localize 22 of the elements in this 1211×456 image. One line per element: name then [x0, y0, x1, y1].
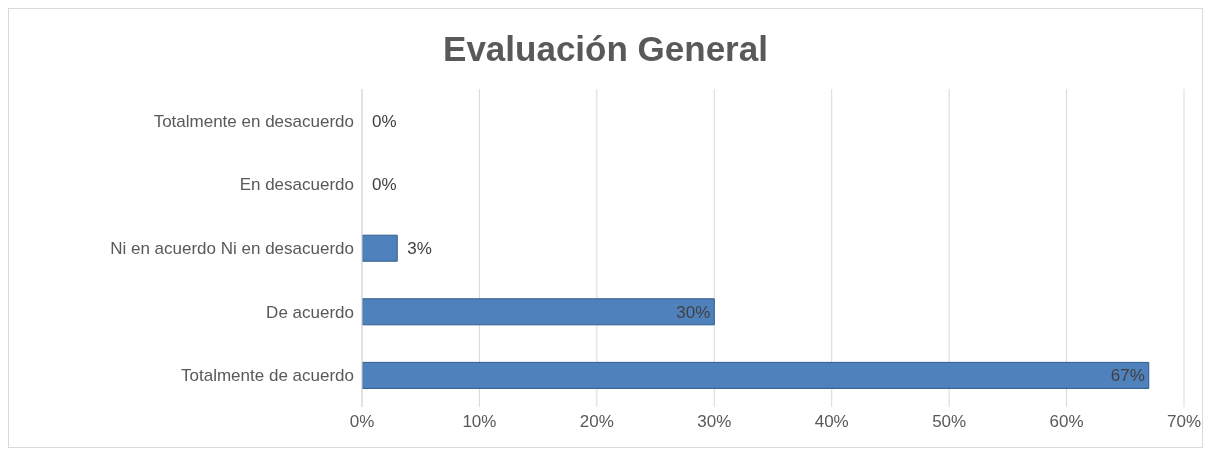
- x-tick-label: 0%: [349, 412, 375, 432]
- x-tick-label: 70%: [1166, 412, 1202, 432]
- y-tick-label: Ni en acuerdo Ni en desacuerdo: [110, 239, 354, 259]
- x-tick-label: 40%: [814, 412, 849, 432]
- chart-title: Evaluación General: [442, 28, 769, 70]
- y-tick-label: En desacuerdo: [239, 175, 354, 195]
- bar: [362, 234, 398, 262]
- x-tick-label: 20%: [579, 412, 614, 432]
- x-tick-label: 60%: [1049, 412, 1084, 432]
- data-label: 67%: [1110, 366, 1145, 386]
- x-tick-label: 50%: [932, 412, 967, 432]
- data-label: 0%: [372, 175, 397, 195]
- bar: [362, 361, 1150, 389]
- y-tick-label: Totalmente en desacuerdo: [153, 111, 354, 131]
- y-tick-label: De acuerdo: [266, 302, 354, 322]
- bar: [362, 298, 715, 326]
- data-label: 0%: [372, 111, 397, 131]
- y-tick-label: Totalmente de acuerdo: [181, 366, 354, 386]
- x-tick-label: 10%: [462, 412, 497, 432]
- data-label: 3%: [407, 239, 432, 258]
- data-label: 30%: [676, 302, 711, 322]
- x-tick-label: 30%: [697, 412, 732, 432]
